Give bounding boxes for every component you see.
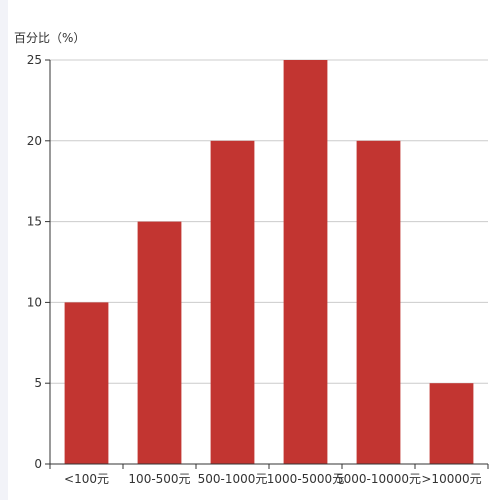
gridlines bbox=[50, 59, 488, 384]
x-tick-label-1: 100-500元 bbox=[128, 472, 190, 486]
y-tick-label-5: 5 bbox=[34, 376, 42, 390]
y-tick-label-10: 10 bbox=[27, 295, 42, 309]
x-tick-label-4: 5000-10000元 bbox=[336, 472, 421, 486]
bar-2[interactable] bbox=[210, 140, 255, 465]
left-edge-strip bbox=[0, 0, 8, 500]
axes: 0 5 10 15 20 25 <100元 100-500元 500-1000元 1000-500… bbox=[27, 53, 489, 486]
x-tick-label-2: 500-1000元 bbox=[198, 472, 268, 486]
x-tick-label-5: >10000元 bbox=[421, 472, 481, 486]
bar-4[interactable] bbox=[356, 140, 401, 465]
y-axis-label: 百分比（%） bbox=[14, 31, 85, 45]
y-tick-label-25: 25 bbox=[27, 53, 42, 67]
x-tick-label-3: 1000-5000元 bbox=[267, 472, 344, 486]
x-tick-label-0: <100元 bbox=[64, 472, 109, 486]
bar-0[interactable] bbox=[64, 302, 109, 464]
bar-1[interactable] bbox=[137, 221, 182, 464]
bar-3[interactable] bbox=[283, 60, 328, 464]
bars bbox=[64, 60, 474, 465]
y-tick-label-15: 15 bbox=[27, 215, 42, 229]
y-tick-label-20: 20 bbox=[27, 134, 42, 148]
bar-5[interactable] bbox=[429, 383, 474, 464]
y-tick-label-0: 0 bbox=[34, 457, 42, 471]
